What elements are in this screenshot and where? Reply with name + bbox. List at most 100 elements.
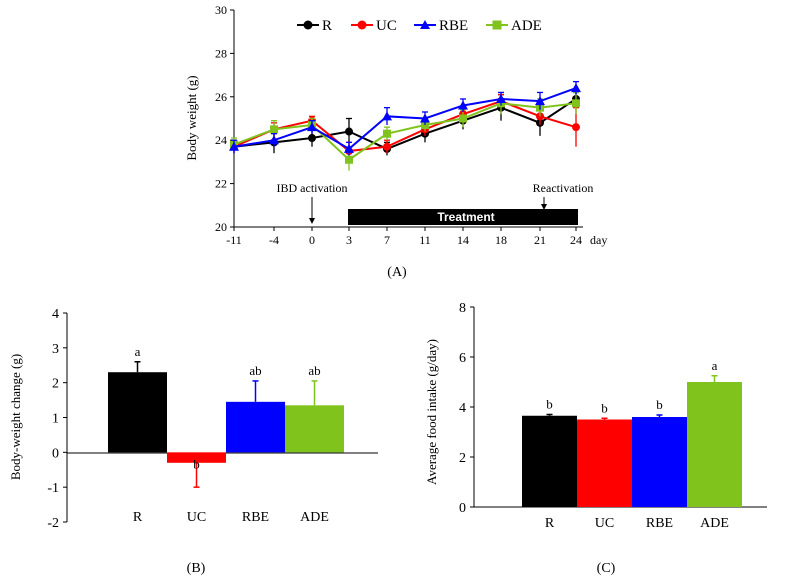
panel-b-category-label: UC: [187, 510, 206, 525]
panel-a-line-chart: Body weight (g) day Treatment IBD activa…: [184, 3, 607, 247]
panel-b-bar-uc: [167, 452, 226, 463]
panel-b-significance-letter: b: [193, 456, 200, 471]
panel-a-point-rbe: [420, 113, 430, 123]
panel-a-point-rbe: [229, 141, 239, 151]
reactivation-label: Reactivation: [533, 181, 594, 195]
panel-c-category-label: ADE: [700, 516, 729, 531]
panel-c-significance-letter: b: [601, 400, 608, 415]
legend-label-r: R: [322, 18, 332, 34]
panel-a-point-ade: [345, 155, 353, 164]
panel-a-x-tick-label: -4: [269, 233, 279, 247]
panel-a-point-rbe: [496, 93, 506, 103]
panel-a-x-unit: day: [590, 233, 607, 247]
panel-c-bar-r: [522, 415, 577, 507]
panel-b-category-label: RBE: [242, 510, 269, 525]
panel-a-series-line-r: [233, 98, 577, 150]
panel-a-point-ade: [270, 125, 278, 134]
legend-marker-ade: [492, 20, 502, 30]
panel-a-series-line-uc: [233, 100, 577, 153]
panel-b-y-label: Body-weight change (g): [8, 354, 23, 480]
reactivation-arrowhead: [541, 204, 547, 210]
ibd-activation-arrowhead: [309, 218, 315, 224]
panel-a-x-tick-label: 0: [309, 233, 315, 247]
panel-b-significance-letter: ab: [249, 363, 261, 378]
panel-b-y-tick-label: 3: [52, 342, 59, 357]
panel-a-point-r: [308, 134, 316, 143]
panel-a-y-tick-label: 28: [215, 46, 227, 60]
panel-a-x-tick-label: 21: [534, 233, 546, 247]
panel-c-significance-letter: a: [712, 358, 718, 373]
panel-a-point-ade: [459, 114, 467, 123]
panel-a-point-uc: [383, 142, 391, 151]
panel-a-y-label: Body weight (g): [184, 75, 199, 160]
legend-marker-uc: [357, 20, 367, 30]
panel-c-y-tick-label: 2: [459, 451, 466, 466]
panel-b-y-tick-label: -1: [47, 481, 59, 496]
panel-b-y-tick-label: -2: [47, 516, 59, 531]
panel-c-y-tick-label: 6: [459, 351, 466, 366]
panel-c-bar-ade: [687, 382, 742, 507]
panel-a-caption: (A): [387, 265, 407, 280]
panel-b-y-tick-label: 0: [52, 446, 59, 461]
panel-a-point-ade: [383, 129, 391, 138]
treatment-label: Treatment: [437, 210, 494, 224]
panel-b-significance-letter: a: [135, 344, 141, 359]
panel-a-y-tick-label: 26: [215, 90, 227, 104]
panel-c-bar-chart: Average food intake (g/day) 0 2 4 6 8 b Rb UC b R…: [424, 301, 767, 531]
panel-a-point-r: [345, 127, 353, 136]
panel-c-y-tick-label: 0: [459, 501, 466, 516]
legend-marker-rbe: [420, 20, 430, 29]
panel-a-y-tick-label: 20: [215, 220, 227, 234]
treatment-period-bar: [348, 209, 578, 225]
panel-a-point-ade: [572, 99, 580, 108]
panel-a-x-tick-label: 18: [495, 233, 507, 247]
panel-c-caption: (C): [597, 561, 616, 576]
panel-a-y-tick-label: 24: [215, 133, 227, 147]
panel-c-y-tick-label: 8: [459, 301, 466, 316]
panel-c-y-label: Average food intake (g/day): [424, 339, 439, 485]
panel-b-bar-ade: [285, 405, 344, 453]
panel-a-point-rbe: [382, 111, 392, 121]
panel-a-x-tick-label: 3: [346, 233, 352, 247]
panel-a-point-rbe: [307, 122, 317, 132]
panel-a-point-rbe: [535, 96, 545, 106]
panel-a-point-uc: [572, 123, 580, 132]
legend-label-ade: ADE: [511, 18, 542, 34]
panel-a-x-tick-label: 11: [419, 233, 431, 247]
panel-a-y-tick-label: 30: [215, 3, 227, 17]
panel-a-point-rbe: [458, 100, 468, 110]
panel-c-significance-letter: b: [546, 397, 553, 412]
legend-label-rbe: RBE: [439, 18, 468, 34]
panel-b-caption: (B): [187, 561, 206, 576]
panel-a-point-rbe: [571, 83, 581, 93]
panel-c-bar-uc: [577, 419, 632, 507]
panel-b-category-label: ADE: [300, 510, 329, 525]
panel-a-series-line-ade: [233, 102, 577, 162]
panel-c-category-label: RBE: [646, 516, 673, 531]
panel-c-y-tick-label: 4: [459, 401, 466, 416]
panel-c-significance-letter: b: [656, 397, 663, 412]
legend-label-uc: UC: [376, 18, 397, 34]
panel-c-category-label: UC: [595, 516, 614, 531]
panel-c-bar-rbe: [632, 417, 687, 507]
panel-a-y-tick-label: 22: [215, 177, 227, 191]
legend-marker-r: [303, 20, 313, 30]
panel-b-bar-r: [108, 372, 167, 453]
panel-a-legend: R UC RBE ADE: [297, 18, 542, 34]
panel-a-x-tick-label: -11: [226, 233, 242, 247]
panel-a-x-tick-label: 7: [384, 233, 390, 247]
panel-b-significance-letter: ab: [308, 363, 320, 378]
ibd-activation-label: IBD activation: [277, 181, 348, 195]
panel-b-y-tick-label: 1: [52, 412, 59, 427]
panel-a-x-tick-label: 14: [457, 233, 469, 247]
panel-b-y-tick-label: 4: [52, 307, 59, 322]
panel-a-point-ade: [421, 121, 429, 130]
panel-a-series-line-rbe: [233, 87, 577, 151]
panel-a-x-tick-label: 24: [570, 233, 582, 247]
panel-a-point-rbe: [344, 143, 354, 153]
panel-b-bar-rbe: [226, 401, 285, 453]
panel-b-bar-chart: Body-weight change (g) -2 -1 0 1 2 3 4 a Rb UC ab R…: [8, 307, 378, 531]
panel-b-y-tick-label: 2: [52, 377, 59, 392]
panel-b-category-label: R: [133, 510, 143, 525]
